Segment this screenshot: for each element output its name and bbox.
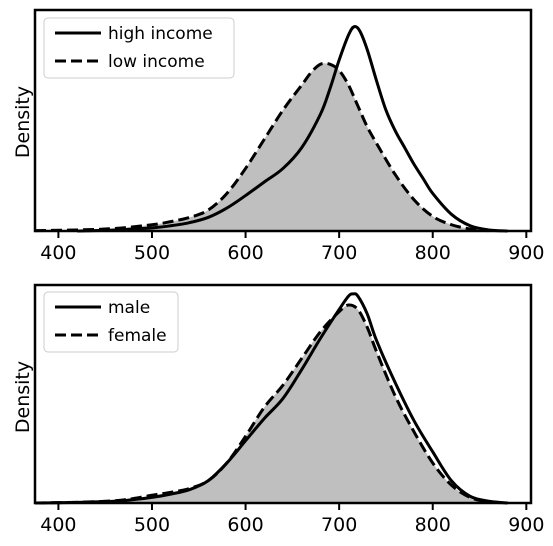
line-low-income	[34, 61, 490, 233]
x-tick-label-700: 700	[321, 242, 357, 264]
x-tick-label-800: 800	[415, 514, 451, 536]
line-female	[34, 303, 508, 505]
x-tick-label-900: 900	[508, 514, 544, 536]
y-axis-label: Density	[12, 86, 34, 158]
x-tick-label-600: 600	[227, 514, 263, 536]
legend-label-male: male	[108, 298, 150, 318]
x-tick-label-500: 500	[134, 242, 170, 264]
x-tick-label-500: 500	[134, 514, 170, 536]
x-tick-label-900: 900	[508, 242, 544, 264]
legend-label-female: female	[108, 326, 167, 346]
x-tick-label-600: 600	[227, 242, 263, 264]
area-female	[35, 304, 508, 503]
x-tick-label-400: 400	[40, 514, 76, 536]
line-high-income	[77, 24, 508, 233]
legend: high income low income	[43, 17, 235, 79]
line-male	[39, 292, 508, 505]
legend-label-high-income: high income	[108, 24, 213, 44]
x-tick-label-400: 400	[40, 242, 76, 264]
x-tick-label-800: 800	[415, 242, 451, 264]
plot-frame	[33, 283, 533, 505]
panel-gender: Density 400 500 600 700 800 900 male female	[12, 283, 544, 536]
legend: male female	[43, 291, 179, 353]
area-low-income	[35, 63, 489, 232]
x-tick-label-700: 700	[321, 514, 357, 536]
legend-label-low-income: low income	[108, 52, 205, 72]
panel-income: Density 400 500 600 700 800 900 high income l…	[12, 8, 544, 264]
plot-frame	[33, 8, 533, 233]
y-axis-label: Density	[12, 361, 34, 433]
